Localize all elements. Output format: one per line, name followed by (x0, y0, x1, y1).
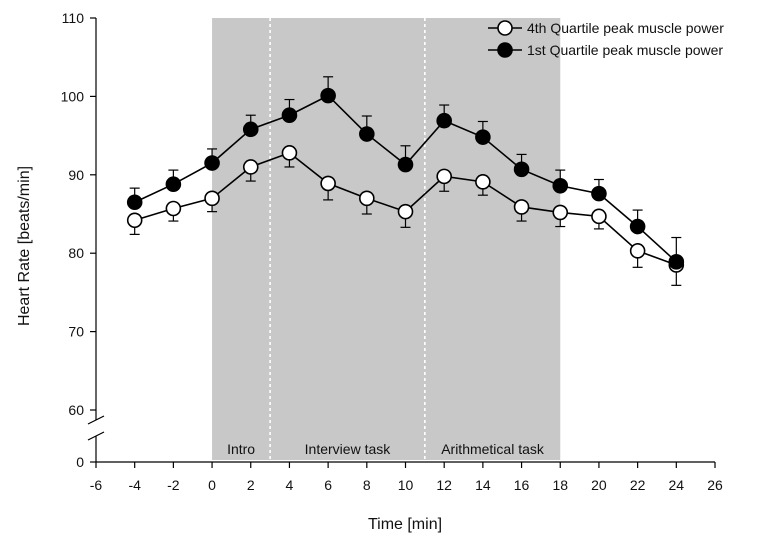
data-point (126, 194, 143, 211)
x-tick-label: 4 (286, 477, 294, 493)
phase-background (212, 18, 561, 460)
data-point (513, 199, 530, 215)
x-axis-label: Time [min] (368, 516, 442, 533)
data-point (281, 107, 298, 124)
data-point (165, 200, 182, 217)
data-point (397, 203, 414, 220)
y-axis-break-mark (87, 415, 105, 425)
phase-label: Arithmetical task (441, 441, 545, 457)
data-point (359, 190, 375, 207)
data-point (436, 112, 452, 129)
data-point (320, 175, 336, 192)
data-point (204, 190, 220, 207)
x-tick-label: 20 (591, 477, 607, 493)
legend-marker (497, 42, 513, 58)
series-2 (126, 76, 685, 270)
y-tick-label: 110 (62, 10, 85, 26)
y-tick-label: 60 (68, 402, 84, 418)
data-point (320, 87, 336, 104)
y-axis-label: Heart Rate [beats/min] (16, 166, 33, 326)
data-point (475, 129, 491, 145)
x-tick-label: 10 (398, 477, 414, 493)
data-point (436, 168, 452, 185)
y-tick-label: 80 (68, 245, 84, 261)
x-tick-label: 6 (324, 477, 332, 493)
data-series (126, 76, 685, 286)
data-point (165, 176, 182, 193)
data-point (359, 126, 375, 142)
x-tick-label: 12 (436, 477, 452, 493)
x-tick-label: 16 (514, 477, 530, 493)
legend-label: 1st Quartile peak muscle power (527, 42, 723, 58)
x-tick-label: 22 (630, 477, 646, 493)
y-tick-label: 0 (76, 454, 84, 470)
data-point (668, 254, 685, 270)
phase-label: Intro (227, 441, 255, 457)
phase-bands: Intro Interview task Arithmetical task (212, 18, 561, 460)
legend: 4th Quartile peak muscle power 1st Quarti… (488, 20, 724, 58)
data-point (629, 243, 646, 259)
x-tick-label: 26 (707, 477, 723, 493)
data-point (475, 174, 491, 190)
data-point (513, 161, 530, 178)
data-point (629, 218, 646, 235)
data-point (242, 121, 259, 138)
y-tick-label: 90 (68, 167, 84, 183)
x-tick-label: 14 (475, 477, 491, 493)
data-point (204, 155, 220, 171)
x-tick-label: 0 (208, 477, 216, 493)
data-point (591, 208, 607, 225)
legend-label: 4th Quartile peak muscle power (527, 20, 724, 36)
x-tick-label: -2 (167, 477, 180, 493)
phase-label: Interview task (305, 441, 392, 457)
x-tick-label: -6 (90, 477, 103, 493)
data-point (242, 159, 259, 175)
x-tick-label: 8 (363, 477, 371, 493)
data-point (552, 177, 569, 194)
y-axis-break-mark (87, 431, 105, 441)
data-point (552, 204, 569, 221)
data-point (126, 212, 143, 229)
legend-marker (497, 20, 513, 36)
data-point (397, 156, 414, 173)
x-tick-label: -4 (128, 477, 141, 493)
x-tick-label: 2 (247, 477, 255, 493)
y-tick-label: 70 (68, 324, 84, 340)
x-tick-label: 24 (669, 477, 685, 493)
y-tick-label: 100 (61, 88, 85, 104)
data-point (591, 185, 607, 202)
x-tick-label: 18 (552, 477, 568, 493)
data-point (281, 145, 298, 161)
